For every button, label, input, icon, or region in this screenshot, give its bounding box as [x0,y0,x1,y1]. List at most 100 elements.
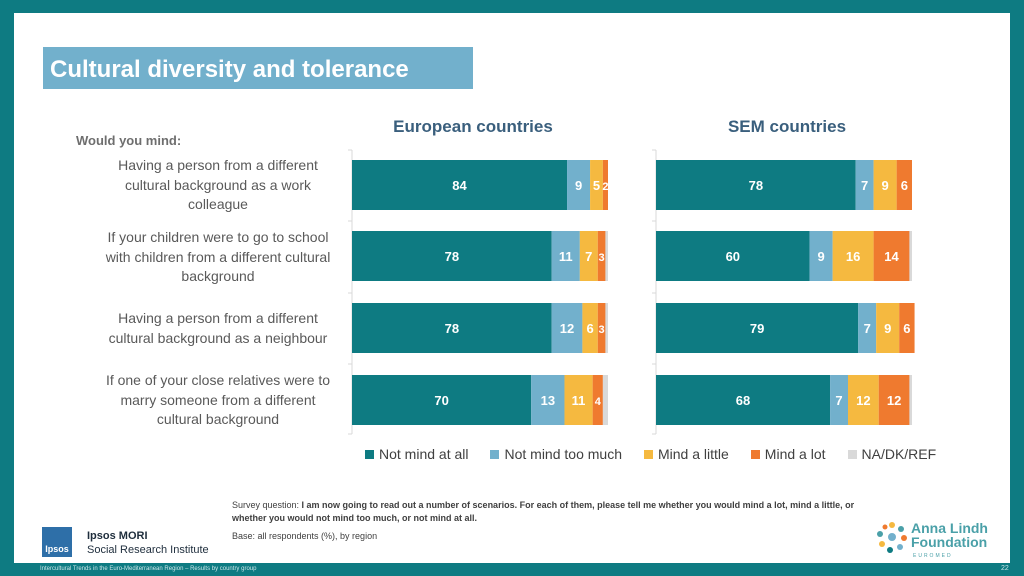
legend-swatch-mind-a-lot [750,449,760,459]
title-banner [43,47,473,89]
bar-label-panel-2-q4-mind-a-little: 12 [856,393,870,408]
bar-segment-panel-2-q3-mind-a-little [876,303,900,353]
bar-segment-panel-1-q3-mind-a-lot [597,303,606,353]
footer-text: Intercultural Trends in the Euro-Mediter… [40,566,257,572]
bar-segment-panel-2-q1-mind-a-little [873,160,897,210]
legend-swatch-na-dk-ref [847,449,857,459]
bar-label-panel-2-q1-not-mind-at-all: 78 [749,178,763,193]
legend-swatch-not-mind-too-much [490,449,500,459]
question-label-1-line-1: Having a person from a different [118,157,318,173]
bar-segment-panel-2-q4-not-mind-at-all [656,375,831,425]
bar-label-panel-2-q2-mind-a-lot: 14 [884,249,899,264]
anna-lindh-wordmark: Anna Lindh Foundation [911,521,988,549]
bar-label-panel-1-q2-mind-a-lot: 3 [599,252,605,264]
ipsos-wordmark: Ipsos MORI Social Research Institute [87,529,209,557]
bar-segment-panel-1-q3-not-mind-at-all [352,303,552,353]
bar-segment-panel-2-q4-mind-a-lot [878,375,910,425]
anna-lindh-logo-mark [877,522,907,553]
legend-label-mind-a-lot: Mind a lot [764,446,826,462]
bar-segment-panel-1-q1-not-mind-too-much [567,160,591,210]
bar-segment-panel-1-q4-not-mind-too-much [531,375,565,425]
bar-segment-panel-2-q3-not-mind-too-much [858,303,877,353]
question-label-1-line-3: colleague [188,196,248,212]
question-label-4-line-2: marry someone from a different [120,391,316,408]
bar-segment-panel-1-q4-mind-a-little [564,375,593,425]
ipsos-logo: Ipsos [42,527,72,557]
bar-label-panel-2-q4-not-mind-at-all: 68 [736,393,750,408]
question-label-1-line-2: cultural background as a work [125,176,311,193]
panel-title-sem: SEM countries [727,117,847,136]
bar-segment-panel-2-q4-mind-a-little [848,375,879,425]
bar-label-panel-1-q3-mind-a-lot: 3 [599,324,605,336]
page-title: Cultural diversity and tolerance [50,56,409,83]
bar-label-panel-1-q4-not-mind-too-much: 13 [541,393,555,408]
panel-title-europe: European countries [393,117,553,136]
bar-label-panel-1-q2-not-mind-too-much: 11 [559,249,573,264]
bar-segment-panel-2-q3-not-mind-at-all [656,303,859,353]
question-label-3: Having a person from a different cultura… [93,309,343,348]
question-label-3-line-2: cultural background as a neighbour [108,329,328,346]
bar-label-panel-1-q1-not-mind-too-much: 9 [575,178,582,193]
slide-background [14,13,1010,563]
bar-segment-panel-2-q1-mind-a-lot [896,160,912,210]
legend-label-mind-a-little: Mind a little [657,446,729,462]
bar-label-panel-1-q3-not-mind-too-much: 12 [560,321,574,336]
bar-label-panel-1-q3-not-mind-at-all: 78 [445,321,459,336]
survey-question-text: I am now going to read out a number of s… [232,500,855,523]
bar-segment-panel-1-q4-mind-a-lot [592,375,603,425]
legend-label-not-mind-at-all: Not mind at all [379,446,469,462]
bar-label-panel-1-q2-mind-a-little: 7 [585,249,592,264]
bar-label-panel-1-q1-mind-a-lot: 2 [602,181,608,193]
bar-label-panel-2-q3-not-mind-too-much: 7 [864,321,871,336]
question-label-3-line-1: Having a person from a different [118,310,318,326]
bar-segment-panel-1-q2-mind-a-lot [597,231,606,281]
bar-label-panel-2-q2-not-mind-at-all: 60 [726,249,740,264]
bar-label-panel-1-q1-mind-a-little: 5 [593,178,600,193]
bar-segment-panel-2-q2-not-mind-at-all [656,231,810,281]
bar-segment-panel-1-q3-na-dk-ref [605,303,608,353]
bar-segment-panel-1-q2-mind-a-little [579,231,598,281]
bar-label-panel-1-q2-not-mind-at-all: 78 [445,249,459,264]
ipsos-name-line-1: Ipsos MORI [87,530,148,542]
bar-segment-panel-1-q2-not-mind-at-all [352,231,552,281]
bar-segment-panel-2-q4-na-dk-ref [909,375,912,425]
bar-label-panel-2-q3-mind-a-lot: 6 [903,321,910,336]
bar-segment-panel-1-q1-mind-a-little [590,160,603,210]
legend-swatch-not-mind-at-all [365,449,374,459]
legend-label-not-mind-too-much: Not mind too much [504,446,622,462]
question-label-2-line-2: with children from a different cultural [105,248,331,265]
bar-label-panel-1-q4-not-mind-at-all: 70 [434,393,448,408]
bar-segment-panel-2-q2-na-dk-ref [909,231,912,281]
question-label-2: If your children were to go to school wi… [93,228,343,287]
bar-segment-panel-1-q4-na-dk-ref [602,375,608,425]
bar-segment-panel-1-q2-na-dk-ref [605,231,608,281]
legend-item-mind-a-lot: Mind a lot [750,446,826,462]
bar-segment-panel-1-q2-not-mind-too-much [551,231,580,281]
bar-segment-panel-1-q3-not-mind-too-much [551,303,583,353]
question-label-2-line-1: If your children were to go to school [107,229,329,245]
bar-segment-panel-1-q1-mind-a-lot [602,160,608,210]
bar-label-panel-2-q2-not-mind-too-much: 9 [818,249,825,264]
question-label-1: Having a person from a different cultura… [93,156,343,215]
legend-swatch-mind-a-little [643,449,653,459]
bar-segment-panel-2-q2-mind-a-lot [873,231,910,281]
legend-item-na-dk-ref: NA/DK/REF [847,446,936,462]
bar-segment-panel-1-q1-not-mind-at-all [352,160,568,210]
alf-line-2: Foundation [911,534,988,550]
bar-segment-panel-2-q4-not-mind-too-much [830,375,848,425]
base-note: Base: all respondents (%), by region [232,531,378,541]
bar-label-panel-2-q4-mind-a-lot: 12 [887,393,901,408]
legend-item-mind-a-little: Mind a little [643,446,729,462]
question-label-2-line-3: background [181,268,255,284]
survey-question-note: Survey question: I am now going to read … [232,499,857,525]
bar-label-panel-2-q3-mind-a-little: 9 [884,321,891,336]
legend-item-not-mind-too-much: Not mind too much [490,446,622,462]
bar-segment-panel-1-q3-mind-a-little [582,303,598,353]
chart-legend: Not mind at all Not mind too much Mind a… [365,446,936,462]
bar-label-panel-1-q3-mind-a-little: 6 [586,321,593,336]
bar-segment-panel-2-q2-mind-a-little [832,231,874,281]
bar-segment-panel-1-q4-not-mind-at-all [352,375,532,425]
bar-label-panel-2-q3-not-mind-at-all: 79 [750,321,764,336]
bar-segment-panel-2-q2-not-mind-too-much [809,231,833,281]
